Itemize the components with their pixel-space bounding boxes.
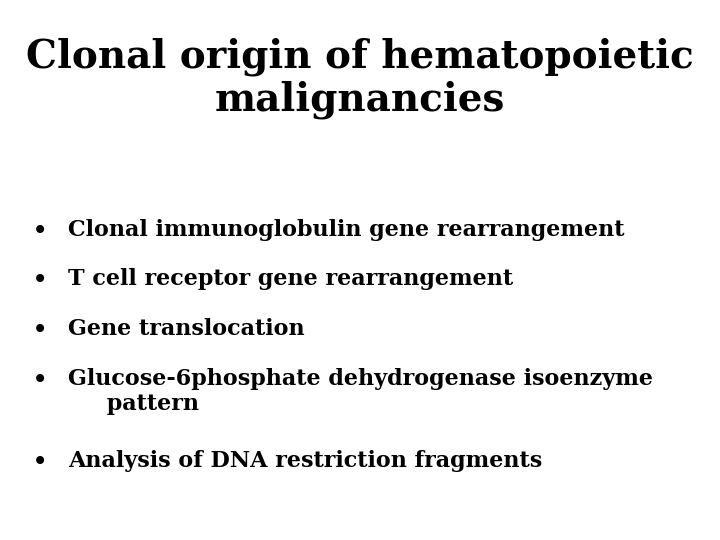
Text: •: • — [32, 219, 48, 246]
Text: •: • — [32, 368, 48, 395]
Text: T cell receptor gene rearrangement: T cell receptor gene rearrangement — [68, 268, 513, 291]
Text: Glucose-6phosphate dehydrogenase isoenzyme
     pattern: Glucose-6phosphate dehydrogenase isoenzy… — [68, 368, 654, 415]
Text: Clonal immunoglobulin gene rearrangement: Clonal immunoglobulin gene rearrangement — [68, 219, 625, 241]
Text: •: • — [32, 318, 48, 345]
Text: •: • — [32, 450, 48, 477]
Text: Analysis of DNA restriction fragments: Analysis of DNA restriction fragments — [68, 450, 543, 472]
Text: •: • — [32, 268, 48, 295]
Text: Gene translocation: Gene translocation — [68, 318, 305, 340]
Text: Clonal origin of hematopoietic
malignancies: Clonal origin of hematopoietic malignanc… — [26, 38, 694, 119]
